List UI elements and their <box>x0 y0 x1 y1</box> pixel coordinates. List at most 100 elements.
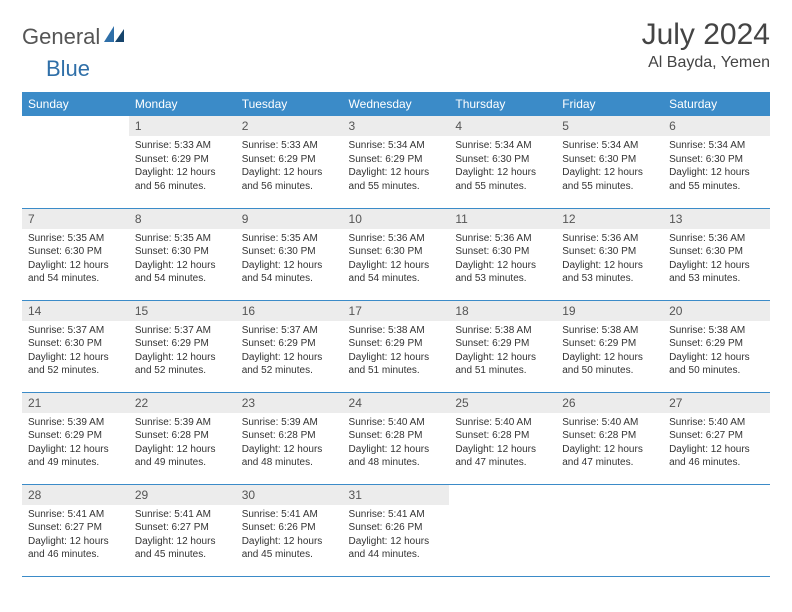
day-cell: 7Sunrise: 5:35 AMSunset: 6:30 PMDaylight… <box>22 208 129 300</box>
day-body: Sunrise: 5:33 AMSunset: 6:29 PMDaylight:… <box>236 136 343 199</box>
day-cell: 5Sunrise: 5:34 AMSunset: 6:30 PMDaylight… <box>556 116 663 208</box>
day-cell: 27Sunrise: 5:40 AMSunset: 6:27 PMDayligh… <box>663 392 770 484</box>
day-cell: 12Sunrise: 5:36 AMSunset: 6:30 PMDayligh… <box>556 208 663 300</box>
day-cell: 20Sunrise: 5:38 AMSunset: 6:29 PMDayligh… <box>663 300 770 392</box>
empty-cell <box>556 484 663 576</box>
day-body: Sunrise: 5:34 AMSunset: 6:30 PMDaylight:… <box>449 136 556 199</box>
day-cell: 30Sunrise: 5:41 AMSunset: 6:26 PMDayligh… <box>236 484 343 576</box>
day-number: 9 <box>236 209 343 229</box>
day-cell: 18Sunrise: 5:38 AMSunset: 6:29 PMDayligh… <box>449 300 556 392</box>
weekday-header: Wednesday <box>343 92 450 116</box>
sail-icon <box>104 26 126 49</box>
day-number: 14 <box>22 301 129 321</box>
day-body: Sunrise: 5:35 AMSunset: 6:30 PMDaylight:… <box>236 229 343 292</box>
day-number: 8 <box>129 209 236 229</box>
day-cell: 16Sunrise: 5:37 AMSunset: 6:29 PMDayligh… <box>236 300 343 392</box>
weekday-header: Saturday <box>663 92 770 116</box>
day-number: 28 <box>22 485 129 505</box>
day-body: Sunrise: 5:39 AMSunset: 6:29 PMDaylight:… <box>22 413 129 476</box>
day-body: Sunrise: 5:34 AMSunset: 6:30 PMDaylight:… <box>663 136 770 199</box>
day-cell: 15Sunrise: 5:37 AMSunset: 6:29 PMDayligh… <box>129 300 236 392</box>
weekday-row: SundayMondayTuesdayWednesdayThursdayFrid… <box>22 92 770 116</box>
day-cell: 21Sunrise: 5:39 AMSunset: 6:29 PMDayligh… <box>22 392 129 484</box>
day-body: Sunrise: 5:41 AMSunset: 6:26 PMDaylight:… <box>343 505 450 568</box>
day-body: Sunrise: 5:38 AMSunset: 6:29 PMDaylight:… <box>343 321 450 384</box>
brand-part2-wrap: Blue <box>46 56 792 82</box>
day-number: 24 <box>343 393 450 413</box>
weekday-header: Tuesday <box>236 92 343 116</box>
day-number: 27 <box>663 393 770 413</box>
day-cell: 6Sunrise: 5:34 AMSunset: 6:30 PMDaylight… <box>663 116 770 208</box>
day-cell: 8Sunrise: 5:35 AMSunset: 6:30 PMDaylight… <box>129 208 236 300</box>
day-body: Sunrise: 5:41 AMSunset: 6:27 PMDaylight:… <box>129 505 236 568</box>
day-cell: 24Sunrise: 5:40 AMSunset: 6:28 PMDayligh… <box>343 392 450 484</box>
calendar-row: 7Sunrise: 5:35 AMSunset: 6:30 PMDaylight… <box>22 208 770 300</box>
month-title: July 2024 <box>642 18 770 52</box>
empty-cell <box>663 484 770 576</box>
day-number: 15 <box>129 301 236 321</box>
day-number: 18 <box>449 301 556 321</box>
day-cell: 29Sunrise: 5:41 AMSunset: 6:27 PMDayligh… <box>129 484 236 576</box>
day-number: 6 <box>663 116 770 136</box>
day-number: 11 <box>449 209 556 229</box>
day-cell: 2Sunrise: 5:33 AMSunset: 6:29 PMDaylight… <box>236 116 343 208</box>
calendar-table: SundayMondayTuesdayWednesdayThursdayFrid… <box>22 92 770 577</box>
brand-part1: General <box>22 24 100 50</box>
day-number: 30 <box>236 485 343 505</box>
day-body: Sunrise: 5:40 AMSunset: 6:28 PMDaylight:… <box>343 413 450 476</box>
day-number: 25 <box>449 393 556 413</box>
day-body: Sunrise: 5:34 AMSunset: 6:29 PMDaylight:… <box>343 136 450 199</box>
day-number: 12 <box>556 209 663 229</box>
day-body: Sunrise: 5:39 AMSunset: 6:28 PMDaylight:… <box>236 413 343 476</box>
day-body: Sunrise: 5:39 AMSunset: 6:28 PMDaylight:… <box>129 413 236 476</box>
day-body: Sunrise: 5:33 AMSunset: 6:29 PMDaylight:… <box>129 136 236 199</box>
day-cell: 31Sunrise: 5:41 AMSunset: 6:26 PMDayligh… <box>343 484 450 576</box>
calendar-row: 21Sunrise: 5:39 AMSunset: 6:29 PMDayligh… <box>22 392 770 484</box>
day-cell: 4Sunrise: 5:34 AMSunset: 6:30 PMDaylight… <box>449 116 556 208</box>
day-cell: 19Sunrise: 5:38 AMSunset: 6:29 PMDayligh… <box>556 300 663 392</box>
day-cell: 26Sunrise: 5:40 AMSunset: 6:28 PMDayligh… <box>556 392 663 484</box>
day-number: 16 <box>236 301 343 321</box>
empty-cell <box>22 116 129 208</box>
day-number: 5 <box>556 116 663 136</box>
day-body: Sunrise: 5:37 AMSunset: 6:29 PMDaylight:… <box>236 321 343 384</box>
weekday-header: Monday <box>129 92 236 116</box>
empty-cell <box>449 484 556 576</box>
day-number: 20 <box>663 301 770 321</box>
day-number: 26 <box>556 393 663 413</box>
day-body: Sunrise: 5:40 AMSunset: 6:28 PMDaylight:… <box>449 413 556 476</box>
day-body: Sunrise: 5:38 AMSunset: 6:29 PMDaylight:… <box>449 321 556 384</box>
day-cell: 10Sunrise: 5:36 AMSunset: 6:30 PMDayligh… <box>343 208 450 300</box>
day-body: Sunrise: 5:36 AMSunset: 6:30 PMDaylight:… <box>449 229 556 292</box>
day-number: 1 <box>129 116 236 136</box>
day-cell: 17Sunrise: 5:38 AMSunset: 6:29 PMDayligh… <box>343 300 450 392</box>
day-cell: 25Sunrise: 5:40 AMSunset: 6:28 PMDayligh… <box>449 392 556 484</box>
day-cell: 13Sunrise: 5:36 AMSunset: 6:30 PMDayligh… <box>663 208 770 300</box>
day-number: 13 <box>663 209 770 229</box>
day-number: 17 <box>343 301 450 321</box>
brand-part2: Blue <box>46 56 90 81</box>
day-cell: 9Sunrise: 5:35 AMSunset: 6:30 PMDaylight… <box>236 208 343 300</box>
day-number: 7 <box>22 209 129 229</box>
day-number: 10 <box>343 209 450 229</box>
day-body: Sunrise: 5:38 AMSunset: 6:29 PMDaylight:… <box>663 321 770 384</box>
day-body: Sunrise: 5:41 AMSunset: 6:26 PMDaylight:… <box>236 505 343 568</box>
day-number: 21 <box>22 393 129 413</box>
brand-logo: General <box>22 18 128 50</box>
day-body: Sunrise: 5:38 AMSunset: 6:29 PMDaylight:… <box>556 321 663 384</box>
day-body: Sunrise: 5:36 AMSunset: 6:30 PMDaylight:… <box>556 229 663 292</box>
day-cell: 28Sunrise: 5:41 AMSunset: 6:27 PMDayligh… <box>22 484 129 576</box>
day-body: Sunrise: 5:35 AMSunset: 6:30 PMDaylight:… <box>22 229 129 292</box>
weekday-header: Sunday <box>22 92 129 116</box>
day-cell: 22Sunrise: 5:39 AMSunset: 6:28 PMDayligh… <box>129 392 236 484</box>
day-body: Sunrise: 5:40 AMSunset: 6:27 PMDaylight:… <box>663 413 770 476</box>
day-number: 22 <box>129 393 236 413</box>
weekday-header: Thursday <box>449 92 556 116</box>
day-body: Sunrise: 5:36 AMSunset: 6:30 PMDaylight:… <box>663 229 770 292</box>
weekday-header: Friday <box>556 92 663 116</box>
day-number: 23 <box>236 393 343 413</box>
day-body: Sunrise: 5:40 AMSunset: 6:28 PMDaylight:… <box>556 413 663 476</box>
day-number: 19 <box>556 301 663 321</box>
calendar-row: 1Sunrise: 5:33 AMSunset: 6:29 PMDaylight… <box>22 116 770 208</box>
day-body: Sunrise: 5:34 AMSunset: 6:30 PMDaylight:… <box>556 136 663 199</box>
